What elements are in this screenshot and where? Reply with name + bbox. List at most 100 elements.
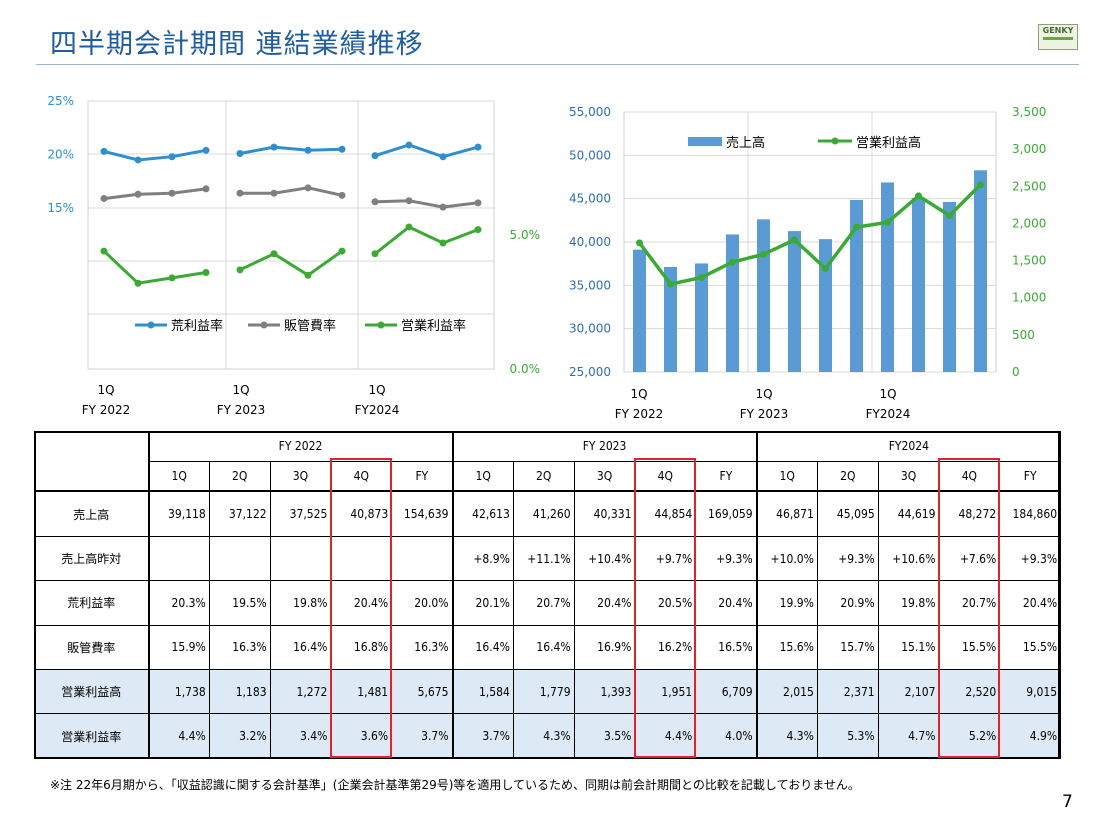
table-cell: 4.3% <box>512 713 575 759</box>
data-point <box>474 199 482 207</box>
data-point <box>270 250 278 258</box>
legend-marker <box>831 137 839 145</box>
table-cell: 4.4% <box>634 713 697 759</box>
table-row: 売上高昨対 +8.9% +11.1% +10.4% +9.7% +9.3% +10.0% +9… <box>34 535 1062 582</box>
right-tick-label: 1,000 <box>1012 291 1046 305</box>
x-label-fiscal-year: FY2024 <box>355 403 400 417</box>
table-cell: 44,619 <box>877 490 940 537</box>
page-title: 四半期会計期間 連結業績推移 <box>50 29 424 60</box>
row-label: 売上高昨対 <box>34 535 150 582</box>
column-header: 1Q <box>451 460 514 492</box>
data-point <box>439 239 447 247</box>
data-point <box>100 147 108 155</box>
left-tick-label: 25,000 <box>569 365 611 379</box>
bar-売上高 <box>974 170 987 372</box>
column-header: 1Q <box>148 460 210 492</box>
x-label-fiscal-year: FY 2022 <box>615 407 664 421</box>
table-cell: 45,095 <box>816 490 879 537</box>
table-cell: 1,481 <box>330 669 393 715</box>
table-cell: 5.3% <box>816 713 879 759</box>
data-point <box>636 239 643 247</box>
table-cell <box>148 535 210 582</box>
table-cell: 40,331 <box>573 490 636 537</box>
data-point <box>202 185 210 193</box>
row-label: 営業利益率 <box>34 713 150 759</box>
right-tick-label: 0.0% <box>510 362 541 376</box>
right-tick-label: 5.0% <box>510 228 541 242</box>
table-cell: 2,520 <box>938 669 1001 715</box>
left-tick-label: 40,000 <box>569 235 611 249</box>
table-cell: 2,107 <box>877 669 940 715</box>
table-cell: 39,118 <box>148 490 210 537</box>
series-line-営業利益率 <box>239 249 343 278</box>
data-point <box>371 152 379 160</box>
data-point <box>304 271 312 279</box>
data-point <box>168 274 176 282</box>
legend-marker <box>260 321 268 329</box>
data-point <box>822 265 829 273</box>
data-point <box>236 189 244 197</box>
table-cell: +9.3% <box>816 535 879 582</box>
table-cell: 169,059 <box>695 490 758 537</box>
title-divider <box>36 64 1079 65</box>
table-cell: 16.9% <box>573 624 636 671</box>
table-cell: 19.8% <box>877 580 940 626</box>
table-cell: 3.6% <box>330 713 393 759</box>
left-tick-label: 15% <box>47 201 74 215</box>
data-point <box>474 226 482 234</box>
bar-売上高 <box>664 266 677 372</box>
table-cell <box>269 535 332 582</box>
column-header: 1Q <box>755 460 818 492</box>
data-point <box>474 143 482 151</box>
table-row: 営業利益率 4.4% 3.2% 3.4% 3.6% 3.7% 3.7% 4.3% 3.5% 4.4… <box>34 713 1062 759</box>
header-blank <box>34 431 150 492</box>
legend-label: 販管費率 <box>284 318 336 334</box>
table-cell: 48,272 <box>938 490 1001 537</box>
column-header: 2Q <box>208 460 271 492</box>
table-cell <box>208 535 271 582</box>
bar-売上高 <box>726 234 739 372</box>
table-cell: 3.2% <box>208 713 271 759</box>
column-header: FY <box>999 460 1062 492</box>
table-row: 荒利益率 20.3% 19.5% 19.8% 20.4% 20.0% 20.1% 20.7% 2… <box>34 580 1062 626</box>
column-header: 3Q <box>877 460 940 492</box>
table-cell: 16.8% <box>330 624 393 671</box>
bar-売上高 <box>819 239 832 372</box>
table-cell: 154,639 <box>391 490 454 537</box>
left-tick-label: 50,000 <box>569 148 611 162</box>
table-cell: +10.0% <box>755 535 818 582</box>
column-header: 4Q <box>938 460 1001 492</box>
table-cell: 6,709 <box>695 669 758 715</box>
table-cell: 16.3% <box>391 624 454 671</box>
x-label-quarter: 1Q <box>755 387 772 401</box>
data-point <box>168 153 176 161</box>
table-cell: 1,183 <box>208 669 271 715</box>
table-cell: 15.1% <box>877 624 940 671</box>
column-header: FY <box>391 460 454 492</box>
table-cell: 20.7% <box>938 580 1001 626</box>
table-cell: 4.7% <box>877 713 940 759</box>
data-point <box>439 153 447 161</box>
table-cell: 44,854 <box>634 490 697 537</box>
table-cell: 20.4% <box>999 580 1062 626</box>
table-cell: 16.4% <box>451 624 514 671</box>
right-tick-label: 3,500 <box>1012 105 1046 119</box>
data-point <box>977 181 984 189</box>
page-number: 7 <box>1062 792 1073 812</box>
legend-label: 営業利益率 <box>401 318 466 334</box>
x-label-quarter: 1Q <box>879 387 896 401</box>
x-label-quarter: 1Q <box>232 383 249 397</box>
table-cell: 19.9% <box>755 580 818 626</box>
table-cell: 16.3% <box>208 624 271 671</box>
left-tick-label: 30,000 <box>569 322 611 336</box>
data-point <box>439 203 447 211</box>
table-row: 営業利益高 1,738 1,183 1,272 1,481 5,675 1,584 1,779… <box>34 669 1062 715</box>
data-point <box>371 250 379 258</box>
table-cell: 3.7% <box>391 713 454 759</box>
data-point <box>853 223 860 231</box>
data-point <box>915 192 922 200</box>
table-row: 売上高 39,118 37,122 37,525 40,873 154,639 42,613… <box>34 490 1062 537</box>
table-row: 販管費率 15.9% 16.3% 16.4% 16.8% 16.3% 16.4% 16.4% 1… <box>34 624 1062 671</box>
data-point <box>100 247 108 255</box>
bar-売上高 <box>912 197 925 372</box>
